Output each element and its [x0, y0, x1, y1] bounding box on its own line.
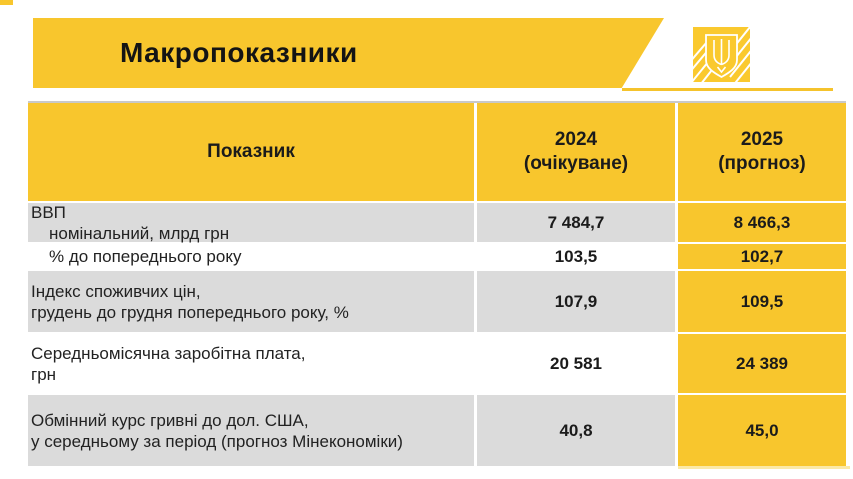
value-2024: 7 484,7	[474, 203, 675, 242]
page-title: Макропоказники	[120, 37, 358, 68]
indicator-line: Середньомісячна заробітна плата,	[31, 343, 306, 363]
indicator-cell: % до попереднього року	[28, 244, 474, 269]
table-row-salary: Середньомісячна заробітна плата, грн 20 …	[28, 332, 846, 393]
banner-underline	[622, 88, 833, 91]
indicator-line: грудень до грудня попереднього року, %	[31, 302, 349, 322]
header-indicator: Показник	[28, 103, 474, 201]
value-2025: 109,5	[675, 271, 846, 332]
value-2024: 20 581	[474, 334, 675, 393]
indicator-cell: Середньомісячна заробітна плата, грн	[28, 334, 474, 393]
indicator-line: ВВП	[31, 202, 66, 222]
title-banner: Макропоказники	[33, 18, 664, 88]
table-top-border	[28, 101, 846, 103]
value-2025: 8 466,3	[675, 203, 846, 242]
table-header-row: Показник 2024 (очікуване) 2025 (прогноз)	[28, 103, 846, 201]
indicator-line: грн	[31, 364, 57, 384]
header-2024-note: (очікуване)	[523, 153, 629, 174]
ukraine-trident-emblem-icon	[693, 27, 750, 82]
indicator-cell: Обмінний курс гривні до дол. США, у сере…	[28, 395, 474, 466]
table-row-gdp-nominal: ВВП номінальний, млрд грн 7 484,7 8 466,…	[28, 201, 846, 243]
value-2024: 40,8	[474, 395, 675, 466]
corner-accent	[0, 0, 13, 5]
header-2024-year: 2024	[554, 129, 598, 150]
indicator-cell: ВВП номінальний, млрд грн	[28, 202, 474, 243]
table-row-exchange-rate: Обмінний курс гривні до дол. США, у сере…	[28, 393, 846, 466]
table-row-cpi: Індекс споживчих цін, грудень до грудня …	[28, 269, 846, 332]
header-2025-year: 2025	[740, 129, 784, 150]
value-2025: 24 389	[675, 334, 846, 393]
indicator-line: у середньому за період (прогноз Мінеконо…	[31, 431, 403, 451]
value-2024: 107,9	[474, 271, 675, 332]
header-2025-note: (прогноз)	[718, 153, 806, 174]
header-indicator-label: Показник	[207, 141, 295, 162]
value-2024: 103,5	[474, 244, 675, 269]
table-row-gdp-percent: % до попереднього року 103,5 102,7	[28, 242, 846, 269]
value-2025: 45,0	[675, 395, 846, 466]
indicator-line: Обмінний курс гривні до дол. США,	[31, 410, 309, 430]
indicator-cell: Індекс споживчих цін, грудень до грудня …	[28, 271, 474, 332]
value-2025: 102,7	[675, 244, 846, 269]
indicator-line: Індекс споживчих цін,	[31, 281, 201, 301]
header-2025: 2025 (прогноз)	[675, 103, 846, 201]
header-2024: 2024 (очікуване)	[474, 103, 675, 201]
indicator-line: % до попереднього року	[49, 247, 242, 266]
bottom-accent-line	[678, 466, 850, 469]
indicator-line: номінальний, млрд грн	[49, 223, 230, 243]
macro-indicators-table: Показник 2024 (очікуване) 2025 (прогноз)…	[28, 101, 846, 466]
